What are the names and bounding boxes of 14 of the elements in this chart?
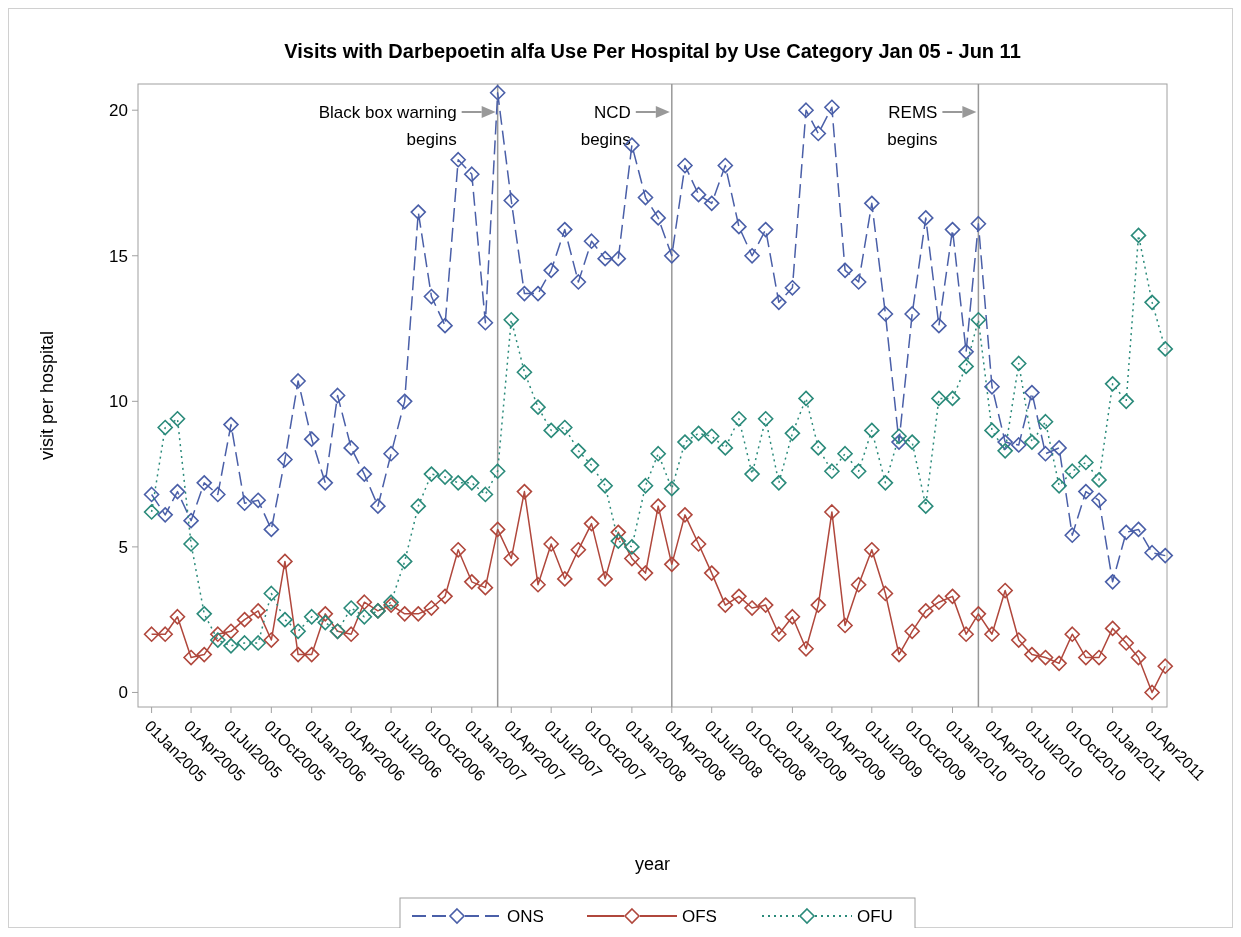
ref-line-label: NCD begins bbox=[580, 103, 631, 149]
y-tick-label: 5 bbox=[118, 537, 128, 557]
y-tick-label: 10 bbox=[109, 392, 128, 412]
legend-label: OFU bbox=[857, 906, 893, 926]
x-axis-title: year bbox=[634, 854, 671, 874]
legend-label: OFS bbox=[682, 906, 717, 926]
y-axis-title: visit per hospital bbox=[37, 330, 57, 461]
ref-line-label: REMS begins bbox=[887, 103, 938, 149]
ref-line-label: Black box warning begins bbox=[318, 103, 457, 149]
y-tick-label: 15 bbox=[109, 246, 128, 266]
y-tick-label: 0 bbox=[118, 683, 128, 703]
y-tick-label: 20 bbox=[109, 101, 128, 121]
legend-label: ONS bbox=[507, 906, 544, 926]
chart-title: Visits with Darbepoetin alfa Use Per Hospital by Use Category Jan 05 - Jun 11 bbox=[284, 40, 1021, 62]
